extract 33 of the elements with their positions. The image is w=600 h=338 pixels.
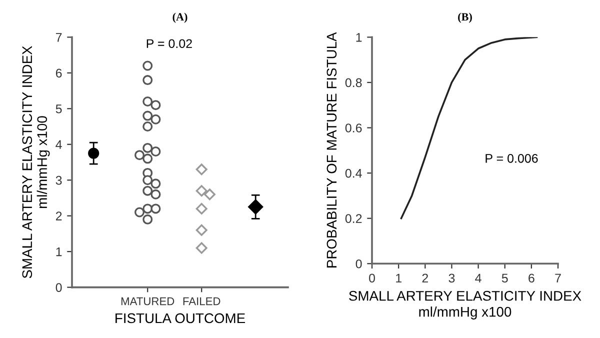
x-tick-label: 3 [448,274,455,283]
y-tick-label: 4 [56,140,62,149]
x-tick-label: 2 [422,274,428,282]
y-tick-label: 6 [56,68,62,78]
x-tick-label: 5 [502,274,508,283]
line-series [400,37,538,220]
y-axis-title: SMALL ARTERY ELASTICITY INDEX ml/mmHg x100 [22,46,50,278]
y-tick-label: 0.8 [345,78,362,88]
y-tick-label: 0.2 [345,214,362,223]
x-axis-title: SMALL ARTERY ELASTICITY INDEX ml/mmHg x100 [349,290,582,320]
annotation: P = 0.006 [486,154,538,163]
x-axis-title: FISTULA OUTCOME [116,313,245,324]
y-tick-label: 0 [56,283,62,292]
x-tick-label: 0 [369,274,375,283]
x-tick-label: 6 [528,274,534,283]
x-tick-label: 4 [475,274,482,282]
y-tick-label: 7 [56,33,62,42]
x-tick-label: FAILED [183,297,220,306]
x-tick-label: 1 [396,274,402,282]
y-tick-label: 3 [56,176,62,185]
x-tick-label: MATURED [121,297,174,306]
y-tick-label: 0.4 [345,168,362,178]
y-tick-label: 2 [56,212,62,220]
chart-title: (B) [458,12,472,23]
chart-title: (A) [172,12,188,23]
y-tick-label: 1 [356,33,362,42]
y-tick-label: 0.6 [345,124,362,132]
x-tick-label: 7 [555,274,561,282]
y-tick-label: 0 [356,259,362,268]
y-tick-label: 1 [56,248,62,256]
annotation: P = 0.02 [146,39,192,48]
y-tick-label: 5 [56,104,62,114]
y-axis-title: PROBABILITY OF MATURE FISTULA [326,32,337,268]
